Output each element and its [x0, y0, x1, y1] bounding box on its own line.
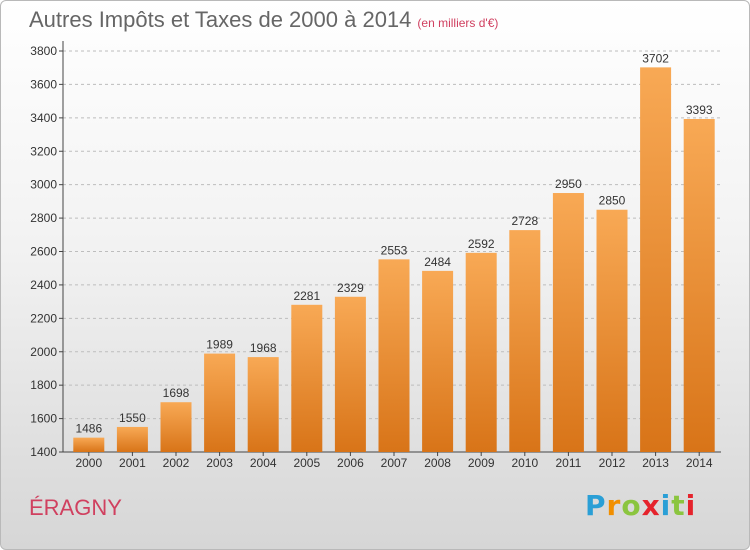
y-tick-label: 1400 [30, 445, 57, 459]
y-tick-label: 2000 [30, 345, 57, 359]
logo-letter: P [585, 489, 607, 522]
y-tick-label: 1800 [30, 378, 57, 392]
bar-2009 [465, 252, 497, 452]
x-tick-label-2003: 2003 [206, 456, 233, 470]
value-label-2012: 2850 [599, 194, 626, 208]
value-label-2011: 2950 [555, 177, 582, 191]
x-tick-label-2002: 2002 [163, 456, 190, 470]
value-label-2009: 2592 [468, 237, 495, 251]
x-tick-label-2008: 2008 [424, 456, 451, 470]
x-tick-label-2000: 2000 [75, 456, 102, 470]
bar-2001 [116, 426, 148, 452]
y-tick-label: 3800 [30, 44, 57, 58]
value-label-2008: 2484 [424, 255, 451, 269]
value-label-2001: 1550 [119, 411, 146, 425]
y-tick-label: 2200 [30, 311, 57, 325]
bar-2005 [291, 304, 323, 452]
bar-2008 [422, 270, 454, 452]
bar-2010 [509, 230, 541, 452]
bar-2014 [683, 119, 715, 452]
logo-letter: i [685, 489, 697, 522]
y-tick-label: 3600 [30, 77, 57, 91]
x-tick-label-2005: 2005 [293, 456, 320, 470]
bar-2013 [640, 67, 672, 452]
proxiti-logo: Proxiti [585, 489, 696, 522]
x-tick-label-2006: 2006 [337, 456, 364, 470]
y-tick-label: 1600 [30, 412, 57, 426]
x-tick-label-2007: 2007 [381, 456, 408, 470]
value-label-2002: 1698 [163, 386, 190, 400]
bar-2000 [73, 437, 105, 452]
x-tick-labels: 2000 2001 2002 2003 2004 2005 2006 2007 2008 2009… [75, 452, 713, 470]
value-label-2000: 1486 [75, 422, 102, 436]
x-tick-label-2013: 2013 [642, 456, 669, 470]
commune-name: ÉRAGNY [29, 495, 122, 520]
logo-letter: r [606, 489, 622, 522]
y-tick-label: 2600 [30, 245, 57, 259]
value-label-2014: 3393 [686, 103, 713, 117]
y-tick-label: 2400 [30, 278, 57, 292]
bar-2007 [378, 259, 410, 452]
x-tick-label-2011: 2011 [555, 456, 581, 470]
value-label-2005: 2281 [293, 289, 320, 303]
y-tick-label: 2800 [30, 211, 57, 225]
y-tick-label: 3400 [30, 111, 57, 125]
bar-2003 [204, 353, 236, 452]
bar-2011 [552, 193, 584, 453]
bar-2004 [247, 357, 279, 452]
value-label-2013: 3702 [642, 51, 669, 65]
value-label-2006: 2329 [337, 281, 364, 295]
logo-letter: o [621, 489, 642, 522]
y-tick-label: 3000 [30, 178, 57, 192]
title-text: Autres Impôts et Taxes de 2000 à 2014 [29, 7, 412, 32]
logo-letter: x [641, 489, 661, 522]
x-tick-label-2010: 2010 [511, 456, 538, 470]
bar-2006 [334, 296, 366, 452]
value-label-2010: 2728 [511, 214, 538, 228]
x-tick-label-2009: 2009 [468, 456, 495, 470]
value-label-2003: 1989 [206, 338, 233, 352]
value-label-2004: 1968 [250, 341, 277, 355]
logo-letter: t [671, 489, 686, 522]
bars [73, 67, 715, 453]
chart-title: Autres Impôts et Taxes de 2000 à 2014 (en… [29, 7, 498, 33]
y-tick-labels: 1400 1600 1800 2000 2200 2400 2600 2800 3000 3200… [30, 44, 63, 459]
x-tick-label-2004: 2004 [250, 456, 277, 470]
y-tick-label: 3200 [30, 144, 57, 158]
bar-2002 [160, 402, 192, 452]
bar-2012 [596, 209, 628, 452]
x-tick-label-2012: 2012 [599, 456, 626, 470]
value-label-2007: 2553 [381, 243, 408, 257]
x-tick-label-2014: 2014 [686, 456, 713, 470]
value-labels: 1486 1550 1698 1989 1968 2281 2329 2553 2484 2592… [75, 51, 712, 435]
unit-label: (en milliers d'€) [417, 16, 499, 30]
x-tick-label-2001: 2001 [119, 456, 146, 470]
logo-letter: i [660, 489, 672, 522]
